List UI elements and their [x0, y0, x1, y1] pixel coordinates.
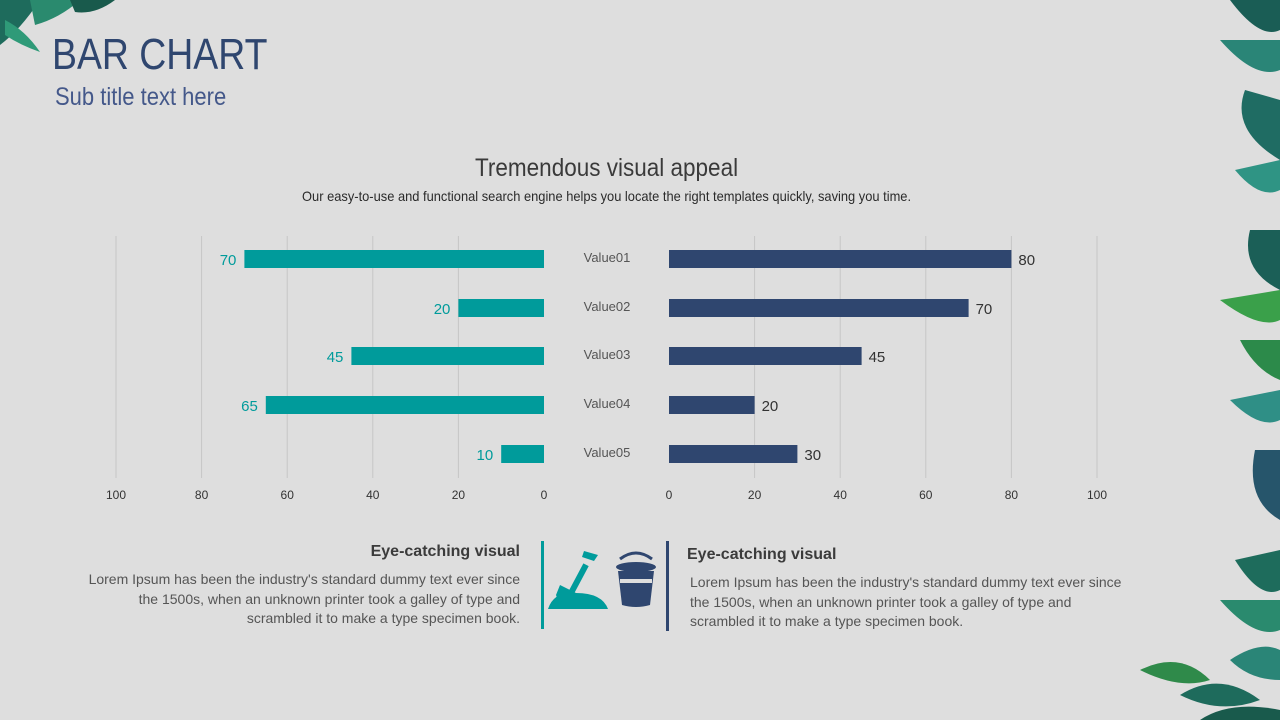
- data-label-right: 20: [762, 398, 779, 415]
- left-caption-title: Eye-catching visual: [370, 543, 520, 560]
- tick-label-right: 60: [919, 488, 933, 502]
- bucket-icon: [616, 551, 656, 607]
- bar-right: [669, 396, 755, 414]
- category-label: Value04: [584, 396, 631, 411]
- tick-label-left: 100: [106, 488, 126, 502]
- tick-label-left: 80: [195, 488, 209, 502]
- shovel-icon: [548, 551, 608, 609]
- tick-label-right: 40: [834, 488, 848, 502]
- data-label-right: 30: [804, 447, 821, 464]
- page-subtitle: Sub title text here: [55, 83, 227, 111]
- data-label-left: 65: [241, 398, 258, 415]
- tick-label-right: 80: [1005, 488, 1019, 502]
- data-label-left: 70: [220, 252, 237, 269]
- chart-description: Our easy-to-use and functional search en…: [302, 188, 912, 204]
- tick-label-left: 60: [281, 488, 295, 502]
- tick-label-right: 100: [1087, 488, 1107, 502]
- tick-label-left: 20: [452, 488, 466, 502]
- data-label-left: 45: [327, 349, 344, 366]
- data-label-left: 20: [434, 301, 451, 318]
- bar-right: [669, 347, 862, 365]
- tick-label-left: 0: [541, 488, 548, 502]
- left-divider: [541, 541, 544, 629]
- chart-heading: Tremendous visual appeal: [475, 154, 739, 182]
- left-caption-text: Lorem Ipsum has been the industry's stan…: [88, 571, 520, 626]
- bar-right: [669, 299, 969, 317]
- bar-left: [501, 445, 544, 463]
- foliage-top-left: [0, 0, 115, 52]
- bar-left: [244, 250, 544, 268]
- category-label: Value03: [584, 347, 631, 362]
- category-label: Value01: [584, 250, 631, 265]
- tick-label-left: 40: [366, 488, 380, 502]
- bar-right: [669, 445, 798, 463]
- data-label-left: 10: [477, 447, 494, 464]
- bar-right: [669, 250, 1012, 268]
- foliage-bottom-right: [1140, 646, 1280, 720]
- data-label-right: 45: [869, 349, 886, 366]
- bar-left: [265, 396, 544, 414]
- tick-label-right: 20: [748, 488, 762, 502]
- page-title: BAR CHART: [52, 30, 268, 79]
- category-label: Value02: [584, 299, 631, 314]
- bar-left: [351, 347, 544, 365]
- foliage-right-edge: [1220, 0, 1280, 632]
- right-divider: [666, 541, 669, 631]
- tick-label-right: 0: [666, 488, 673, 502]
- data-label-right: 70: [976, 301, 993, 318]
- data-label-right: 80: [1018, 252, 1035, 269]
- right-caption-text: Lorem Ipsum has been the industry's stan…: [690, 574, 1122, 629]
- category-label: Value05: [584, 445, 631, 460]
- right-caption-title: Eye-catching visual: [687, 546, 837, 563]
- bar-left: [458, 299, 544, 317]
